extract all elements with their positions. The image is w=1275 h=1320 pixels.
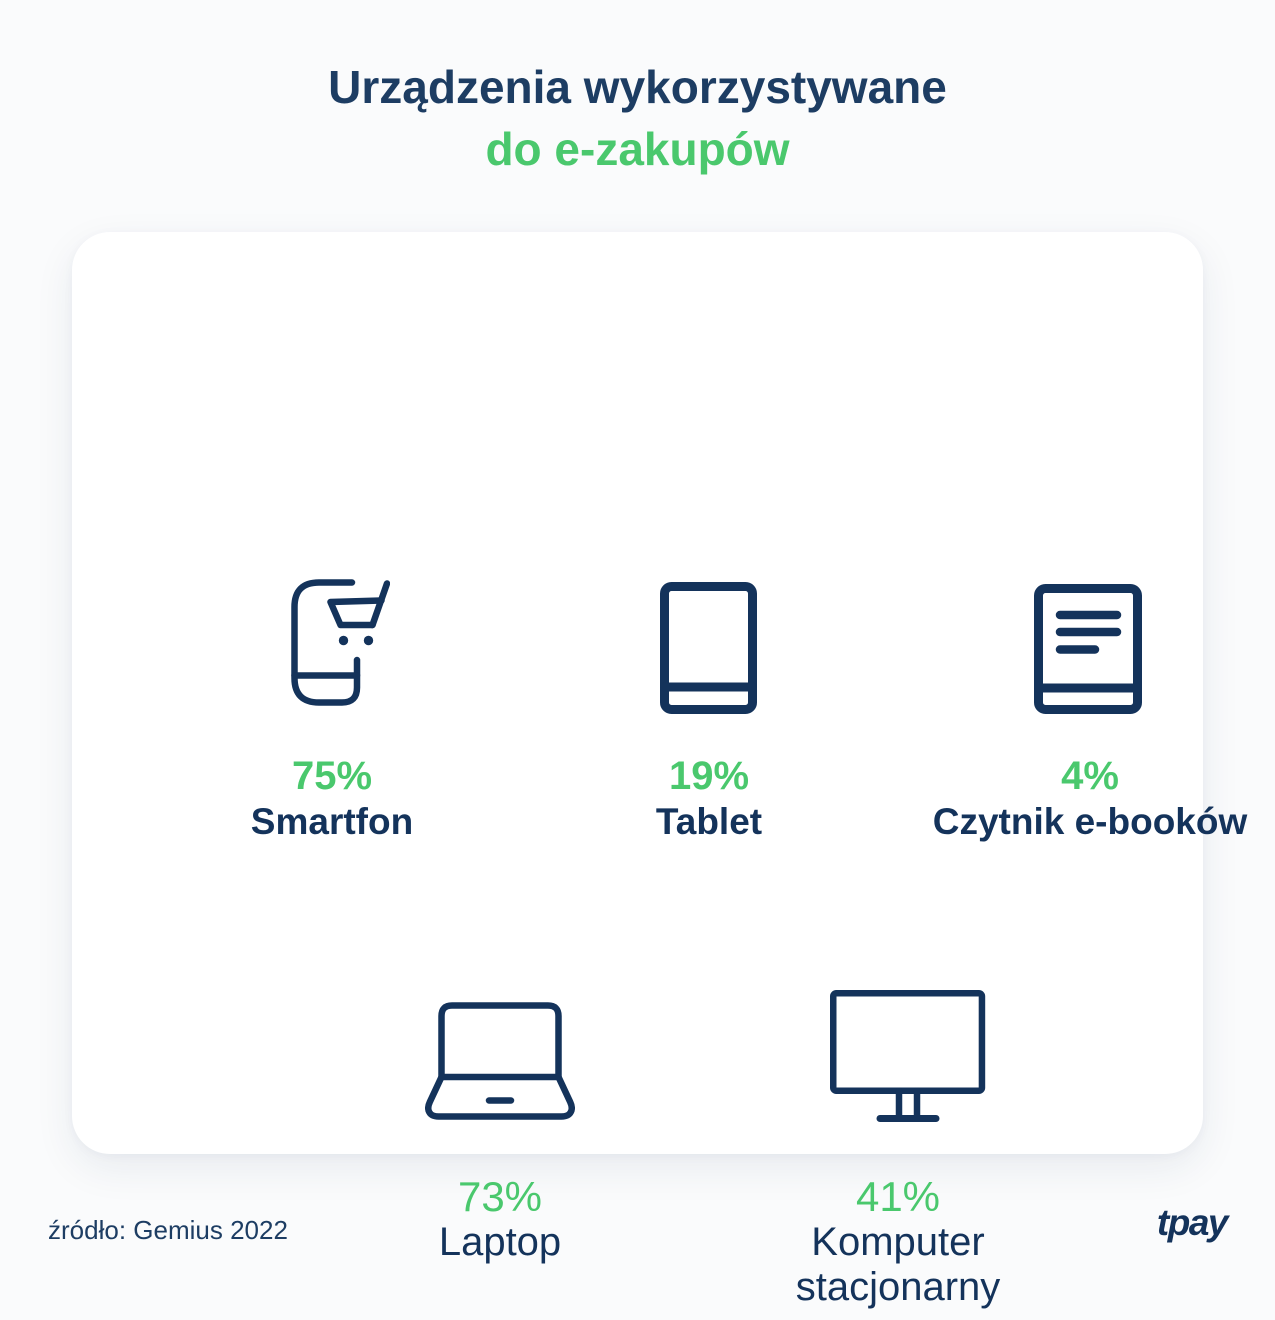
infographic-card: 75% Smartfon 19% Tablet 4% Czytnik e-boo… [72,232,1247,1309]
laptop-icon [425,1002,575,1124]
smartphone-shopping-cart-icon [291,579,390,706]
tablet-icon [660,582,757,714]
page-title: Urządzenia wykorzystywane do e-zakupów [0,56,1275,180]
percent-value: 4% [1061,754,1119,798]
device-item-laptop: 73% Laptop [320,990,680,1310]
percent-value: 41% [855,1173,941,1220]
device-item-smartphone: 75% Smartfon [172,579,492,899]
page-title-line-1: Urządzenia wykorzystywane [328,61,947,113]
device-item-desktop: 41% Komputer stacjonarny [718,990,1078,1320]
percent-value: 19% [668,754,750,798]
device-name: Czytnik e-booków [932,801,1248,842]
device-item-ereader: 4% Czytnik e-booków [930,579,1250,899]
device-name: Komputer stacjonarny [795,1220,1001,1309]
desktop-monitor-icon [830,990,986,1122]
device-name: Tablet [655,801,763,842]
tpay-logo: tpay [1156,1202,1229,1243]
source-note: źródło: Gemius 2022 [48,1215,288,1245]
device-name: Smartfon [250,801,414,842]
device-name: Laptop [438,1220,562,1264]
percent-value: 75% [291,754,373,798]
ebook-reader-icon [1034,584,1142,714]
device-item-tablet: 19% Tablet [549,579,869,899]
page-title-line-2: do e-zakupów [485,123,790,175]
percent-value: 73% [457,1173,543,1220]
